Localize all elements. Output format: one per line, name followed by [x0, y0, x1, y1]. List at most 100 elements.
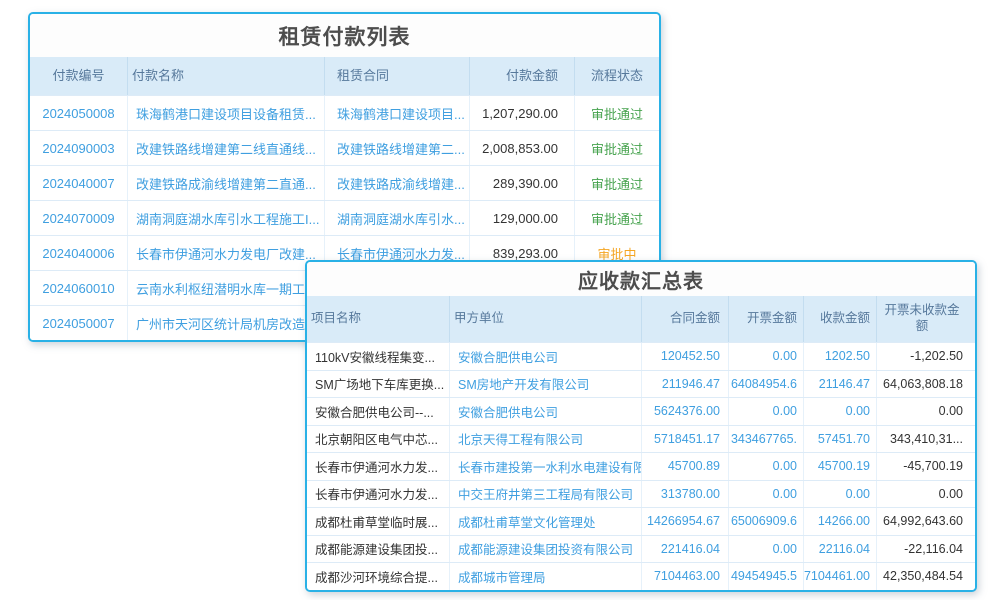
project-name-cell: 110kV安徽线程集变... — [307, 343, 450, 370]
contract-amount-cell: 120452.50 — [642, 343, 729, 370]
process-status-cell: 审批中 — [597, 246, 637, 262]
process-status-cell: 审批通过 — [590, 106, 643, 122]
project-name-cell: 成都杜甫草堂临时展... — [307, 508, 450, 535]
outstanding-amount-cell: -45,700.19 — [903, 459, 963, 474]
lease-contract-cell[interactable]: 改建铁路成渝线增建... — [325, 166, 470, 200]
client-cell[interactable]: SM房地产开发有限公司 — [450, 370, 642, 397]
payment-no-cell[interactable]: 2024070009 — [30, 201, 128, 235]
invoiced-amount-cell: 49454945.5 — [729, 563, 804, 590]
table-row: 2024070009 湖南洞庭湖水库引水工程施工I... 湖南洞庭湖水库引水..… — [30, 200, 659, 235]
payment-amount-cell: 1,207,290.00 — [470, 96, 575, 130]
payment-name-cell[interactable]: 长春市伊通河水力发电厂改建... — [128, 236, 325, 270]
client-cell[interactable]: 成都杜甫草堂文化管理处 — [450, 508, 642, 535]
received-amount-cell: 57451.70 — [804, 425, 877, 452]
lease-col-lease-contract: 租赁合同 — [325, 57, 470, 95]
invoiced-amount-cell: 64084954.6 — [729, 370, 804, 397]
receivable-col-received-amount: 收款金额 — [804, 296, 877, 342]
invoiced-amount-cell: 0.00 — [729, 480, 804, 507]
project-name-cell: 北京朝阳区电气中芯... — [307, 425, 450, 452]
received-amount-cell: 14266.00 — [804, 508, 877, 535]
project-name-cell: 成都沙河环境综合提... — [307, 563, 450, 590]
outstanding-amount-cell: 0.00 — [938, 404, 963, 419]
receivable-col-client: 甲方单位 — [450, 296, 642, 342]
payment-no-cell[interactable]: 2024040006 — [30, 236, 128, 270]
process-status-cell: 审批通过 — [590, 176, 643, 192]
payment-no-cell[interactable]: 2024090003 — [30, 131, 128, 165]
table-row: 110kV安徽线程集变... 安徽合肥供电公司 120452.50 0.00 1… — [307, 342, 975, 370]
outstanding-amount-cell: -1,202.50 — [910, 349, 963, 364]
invoiced-amount-cell: 0.00 — [729, 535, 804, 562]
payment-name-cell[interactable]: 广州市天河区统计局机房改造... — [128, 306, 325, 340]
receivable-col-project-name: 项目名称 — [307, 296, 450, 342]
payment-name-cell[interactable]: 云南水利枢纽潜明水库一期工... — [128, 271, 325, 305]
table-row: 2024050008 珠海鹤港口建设项目设备租赁... 珠海鹤港口建设项目...… — [30, 95, 659, 130]
receivables-summary-card: 应收款汇总表 项目名称 甲方单位 合同金额 开票金额 收款金额 开票未收款金额 … — [305, 260, 977, 592]
contract-amount-cell: 14266954.67 — [642, 508, 729, 535]
table-row: 长春市伊通河水力发... 长春市建投第一水利水电建设有限 45700.89 0.… — [307, 452, 975, 480]
client-cell[interactable]: 成都能源建设集团投资有限公司 — [450, 535, 642, 562]
lease-col-payment-no: 付款编号 — [30, 57, 128, 95]
payment-name-cell[interactable]: 湖南洞庭湖水库引水工程施工I... — [128, 201, 325, 235]
payment-amount-cell: 289,390.00 — [470, 166, 575, 200]
receivable-col-contract-amount: 合同金额 — [642, 296, 729, 342]
received-amount-cell: 1202.50 — [804, 343, 877, 370]
contract-amount-cell: 211946.47 — [642, 370, 729, 397]
process-status-cell: 审批通过 — [590, 211, 643, 227]
payment-no-cell[interactable]: 2024050007 — [30, 306, 128, 340]
received-amount-cell: 0.00 — [804, 398, 877, 425]
payment-no-cell[interactable]: 2024040007 — [30, 166, 128, 200]
lease-payments-card: 租赁付款列表 付款编号 付款名称 租赁合同 付款金额 流程状态 20240500… — [28, 12, 661, 342]
project-name-cell: 长春市伊通河水力发... — [307, 453, 450, 480]
outstanding-amount-cell: 64,063,808.18 — [883, 376, 963, 391]
client-cell[interactable]: 北京天得工程有限公司 — [450, 425, 642, 452]
receivables-summary-title: 应收款汇总表 — [307, 262, 975, 296]
invoiced-amount-cell: 0.00 — [729, 343, 804, 370]
table-row: 成都杜甫草堂临时展... 成都杜甫草堂文化管理处 14266954.67 650… — [307, 507, 975, 535]
received-amount-cell: 7104461.00 — [804, 563, 877, 590]
lease-contract-cell[interactable]: 长春市伊通河水力发... — [325, 236, 470, 270]
outstanding-amount-cell: 64,992,643.60 — [883, 514, 963, 529]
payment-amount-cell: 839,293.00 — [470, 236, 575, 270]
table-row: SM广场地下车库更换... SM房地产开发有限公司 211946.47 6408… — [307, 369, 975, 397]
client-cell[interactable]: 安徽合肥供电公司 — [450, 398, 642, 425]
payment-no-cell[interactable]: 2024050008 — [30, 96, 128, 130]
payment-name-cell[interactable]: 改建铁路成渝线增建第二直通... — [128, 166, 325, 200]
client-cell[interactable]: 长春市建投第一水利水电建设有限 — [450, 453, 642, 480]
project-name-cell: SM广场地下车库更换... — [307, 370, 450, 397]
lease-col-payment-amount: 付款金额 — [470, 57, 575, 95]
table-row: 安徽合肥供电公司--... 安徽合肥供电公司 5624376.00 0.00 0… — [307, 397, 975, 425]
invoiced-amount-cell: 0.00 — [729, 398, 804, 425]
table-row: 长春市伊通河水力发... 中交王府井第三工程局有限公司 313780.00 0.… — [307, 479, 975, 507]
table-row: 成都能源建设集团投... 成都能源建设集团投资有限公司 221416.04 0.… — [307, 534, 975, 562]
lease-payments-title: 租赁付款列表 — [30, 14, 659, 57]
payment-no-cell[interactable]: 2024060010 — [30, 271, 128, 305]
lease-table-header: 付款编号 付款名称 租赁合同 付款金额 流程状态 — [30, 57, 659, 95]
client-cell[interactable]: 成都城市管理局 — [450, 563, 642, 590]
contract-amount-cell: 5718451.17 — [642, 425, 729, 452]
client-cell[interactable]: 安徽合肥供电公司 — [450, 343, 642, 370]
table-row: 2024040007 改建铁路成渝线增建第二直通... 改建铁路成渝线增建...… — [30, 165, 659, 200]
lease-col-process-status: 流程状态 — [590, 67, 643, 83]
project-name-cell: 成都能源建设集团投... — [307, 535, 450, 562]
receivable-col-outstanding-amount: 开票未收款金额 — [884, 303, 960, 333]
table-row: 北京朝阳区电气中芯... 北京天得工程有限公司 5718451.17 34346… — [307, 424, 975, 452]
outstanding-amount-cell: -22,116.04 — [904, 541, 963, 556]
outstanding-amount-cell: 343,410,31... — [890, 431, 963, 446]
contract-amount-cell: 7104463.00 — [642, 563, 729, 590]
lease-contract-cell[interactable]: 改建铁路线增建第二... — [325, 131, 470, 165]
payment-amount-cell: 129,000.00 — [470, 201, 575, 235]
client-cell[interactable]: 中交王府井第三工程局有限公司 — [450, 480, 642, 507]
lease-contract-cell[interactable]: 湖南洞庭湖水库引水... — [325, 201, 470, 235]
received-amount-cell: 21146.47 — [804, 370, 877, 397]
lease-col-payment-name: 付款名称 — [128, 57, 325, 95]
received-amount-cell: 0.00 — [804, 480, 877, 507]
process-status-cell: 审批通过 — [590, 141, 643, 157]
contract-amount-cell: 313780.00 — [642, 480, 729, 507]
outstanding-amount-cell: 0.00 — [938, 486, 963, 501]
project-name-cell: 安徽合肥供电公司--... — [307, 398, 450, 425]
payment-name-cell[interactable]: 珠海鹤港口建设项目设备租赁... — [128, 96, 325, 130]
payment-name-cell[interactable]: 改建铁路线增建第二线直通线... — [128, 131, 325, 165]
table-row: 成都沙河环境综合提... 成都城市管理局 7104463.00 49454945… — [307, 562, 975, 590]
lease-contract-cell[interactable]: 珠海鹤港口建设项目... — [325, 96, 470, 130]
lease-table-body: 2024050008 珠海鹤港口建设项目设备租赁... 珠海鹤港口建设项目...… — [30, 95, 659, 340]
